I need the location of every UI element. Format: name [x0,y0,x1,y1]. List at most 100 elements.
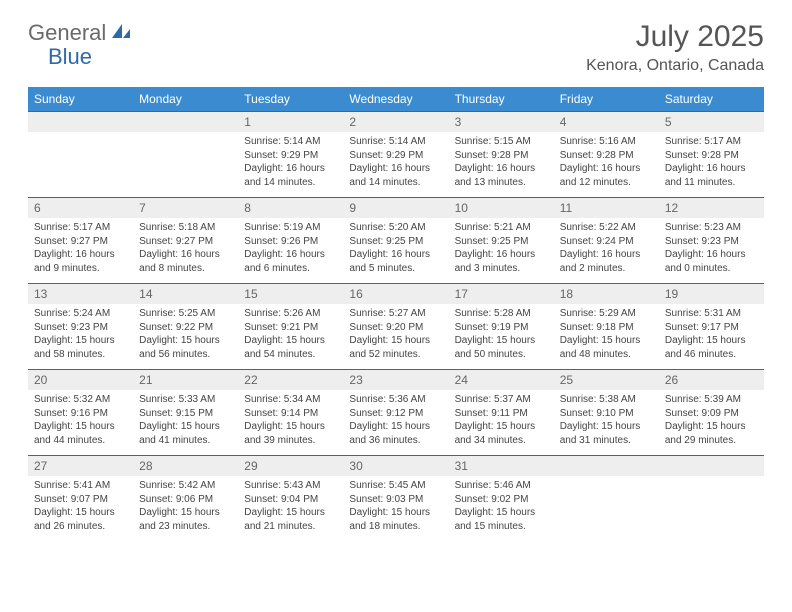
day-cell: Sunrise: 5:23 AMSunset: 9:23 PMDaylight:… [659,218,764,284]
sunrise-line: Sunrise: 5:17 AM [665,135,758,149]
sunrise-line: Sunrise: 5:45 AM [349,479,442,493]
day-number: 18 [554,284,659,305]
sunrise-line: Sunrise: 5:15 AM [455,135,548,149]
daylight-line: Daylight: 16 hours and 6 minutes. [244,248,337,275]
day-number-row: 2728293031 [28,456,764,477]
day-number: 17 [449,284,554,305]
sunset-line: Sunset: 9:09 PM [665,407,758,421]
sunset-line: Sunset: 9:06 PM [139,493,232,507]
day-number-row: 6789101112 [28,198,764,219]
sunset-line: Sunset: 9:25 PM [349,235,442,249]
sunrise-line: Sunrise: 5:33 AM [139,393,232,407]
sunset-line: Sunset: 9:26 PM [244,235,337,249]
day-cell [659,476,764,541]
day-number: 9 [343,198,448,219]
sunrise-line: Sunrise: 5:16 AM [560,135,653,149]
day-number [133,112,238,133]
day-number: 23 [343,370,448,391]
day-cell: Sunrise: 5:36 AMSunset: 9:12 PMDaylight:… [343,390,448,456]
weekday-header: Monday [133,87,238,112]
day-number: 5 [659,112,764,133]
day-number: 29 [238,456,343,477]
sunset-line: Sunset: 9:02 PM [455,493,548,507]
day-number-row: 12345 [28,112,764,133]
day-cell: Sunrise: 5:41 AMSunset: 9:07 PMDaylight:… [28,476,133,541]
day-number: 14 [133,284,238,305]
day-cell [554,476,659,541]
day-number: 1 [238,112,343,133]
sunrise-line: Sunrise: 5:42 AM [139,479,232,493]
sunrise-line: Sunrise: 5:34 AM [244,393,337,407]
logo-text-1: General [28,20,106,46]
day-cell: Sunrise: 5:46 AMSunset: 9:02 PMDaylight:… [449,476,554,541]
header: General July 2025 Kenora, Ontario, Canad… [28,20,764,75]
day-number: 12 [659,198,764,219]
sunset-line: Sunset: 9:28 PM [665,149,758,163]
day-number-row: 13141516171819 [28,284,764,305]
day-body-row: Sunrise: 5:32 AMSunset: 9:16 PMDaylight:… [28,390,764,456]
sunrise-line: Sunrise: 5:31 AM [665,307,758,321]
daylight-line: Daylight: 15 hours and 58 minutes. [34,334,127,361]
day-number: 31 [449,456,554,477]
day-cell: Sunrise: 5:21 AMSunset: 9:25 PMDaylight:… [449,218,554,284]
sunset-line: Sunset: 9:15 PM [139,407,232,421]
daylight-line: Daylight: 16 hours and 11 minutes. [665,162,758,189]
daylight-line: Daylight: 15 hours and 18 minutes. [349,506,442,533]
sunrise-line: Sunrise: 5:29 AM [560,307,653,321]
day-cell: Sunrise: 5:33 AMSunset: 9:15 PMDaylight:… [133,390,238,456]
weekday-header: Friday [554,87,659,112]
day-cell [28,132,133,198]
sunset-line: Sunset: 9:17 PM [665,321,758,335]
daylight-line: Daylight: 15 hours and 54 minutes. [244,334,337,361]
sunrise-line: Sunrise: 5:19 AM [244,221,337,235]
day-number: 24 [449,370,554,391]
day-number: 30 [343,456,448,477]
day-number: 8 [238,198,343,219]
sunrise-line: Sunrise: 5:39 AM [665,393,758,407]
sunset-line: Sunset: 9:27 PM [34,235,127,249]
day-number [659,456,764,477]
day-cell: Sunrise: 5:19 AMSunset: 9:26 PMDaylight:… [238,218,343,284]
sunrise-line: Sunrise: 5:38 AM [560,393,653,407]
day-number: 10 [449,198,554,219]
sunrise-line: Sunrise: 5:28 AM [455,307,548,321]
weekday-header: Thursday [449,87,554,112]
day-cell: Sunrise: 5:16 AMSunset: 9:28 PMDaylight:… [554,132,659,198]
day-number: 7 [133,198,238,219]
daylight-line: Daylight: 16 hours and 12 minutes. [560,162,653,189]
sunset-line: Sunset: 9:19 PM [455,321,548,335]
day-cell: Sunrise: 5:34 AMSunset: 9:14 PMDaylight:… [238,390,343,456]
logo: General [28,20,134,46]
sunrise-line: Sunrise: 5:41 AM [34,479,127,493]
daylight-line: Daylight: 15 hours and 39 minutes. [244,420,337,447]
sunset-line: Sunset: 9:29 PM [349,149,442,163]
sunset-line: Sunset: 9:16 PM [34,407,127,421]
day-body-row: Sunrise: 5:14 AMSunset: 9:29 PMDaylight:… [28,132,764,198]
sunrise-line: Sunrise: 5:23 AM [665,221,758,235]
day-cell: Sunrise: 5:28 AMSunset: 9:19 PMDaylight:… [449,304,554,370]
sunset-line: Sunset: 9:03 PM [349,493,442,507]
sunrise-line: Sunrise: 5:32 AM [34,393,127,407]
daylight-line: Daylight: 16 hours and 9 minutes. [34,248,127,275]
day-cell: Sunrise: 5:14 AMSunset: 9:29 PMDaylight:… [343,132,448,198]
sunrise-line: Sunrise: 5:17 AM [34,221,127,235]
day-number: 4 [554,112,659,133]
day-number: 28 [133,456,238,477]
day-cell: Sunrise: 5:24 AMSunset: 9:23 PMDaylight:… [28,304,133,370]
day-cell: Sunrise: 5:17 AMSunset: 9:27 PMDaylight:… [28,218,133,284]
sunset-line: Sunset: 9:20 PM [349,321,442,335]
sunset-line: Sunset: 9:22 PM [139,321,232,335]
day-cell: Sunrise: 5:22 AMSunset: 9:24 PMDaylight:… [554,218,659,284]
sunset-line: Sunset: 9:28 PM [455,149,548,163]
day-cell: Sunrise: 5:39 AMSunset: 9:09 PMDaylight:… [659,390,764,456]
daylight-line: Daylight: 16 hours and 8 minutes. [139,248,232,275]
sunset-line: Sunset: 9:04 PM [244,493,337,507]
day-number: 3 [449,112,554,133]
day-cell: Sunrise: 5:37 AMSunset: 9:11 PMDaylight:… [449,390,554,456]
sunrise-line: Sunrise: 5:18 AM [139,221,232,235]
day-number: 20 [28,370,133,391]
daylight-line: Daylight: 15 hours and 44 minutes. [34,420,127,447]
daylight-line: Daylight: 15 hours and 50 minutes. [455,334,548,361]
daylight-line: Daylight: 16 hours and 13 minutes. [455,162,548,189]
day-number-row: 20212223242526 [28,370,764,391]
